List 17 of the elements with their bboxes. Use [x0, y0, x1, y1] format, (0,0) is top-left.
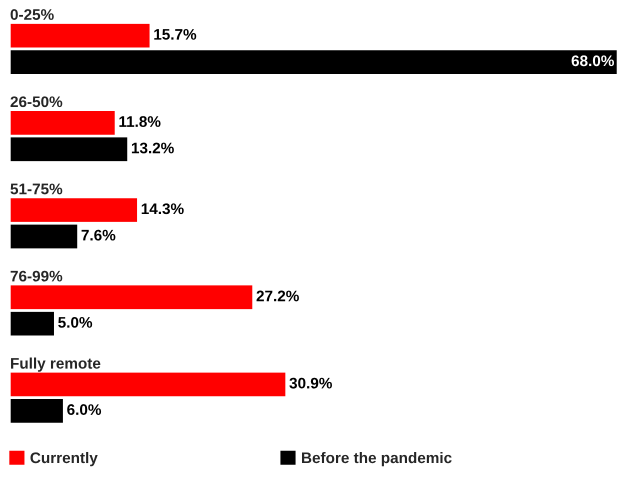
data-label: 13.2% — [132, 142, 174, 154]
data-label: 30.9% — [289, 378, 332, 389]
data-label: 68.0% — [572, 55, 614, 66]
data-label: 14.3% — [142, 203, 184, 214]
y-tick-label: 26-50% — [10, 96, 62, 108]
data-label: 11.8% — [119, 116, 161, 127]
y-tick-label: Fully remote — [11, 358, 100, 372]
y-tick-label: 51-75% — [10, 184, 62, 194]
legend-label: Currently — [30, 452, 98, 466]
data-label: 27.2% — [256, 290, 299, 302]
data-label: 6.0% — [67, 404, 102, 415]
y-tick-label: 76-99% — [10, 270, 62, 282]
legend-label: Before the pandemic — [302, 452, 452, 466]
y-tick-label: 0-25% — [10, 9, 54, 20]
data-label: 15.7% — [154, 28, 196, 40]
data-label: 7.6% — [82, 230, 116, 241]
data-label: 5.0% — [58, 316, 92, 328]
